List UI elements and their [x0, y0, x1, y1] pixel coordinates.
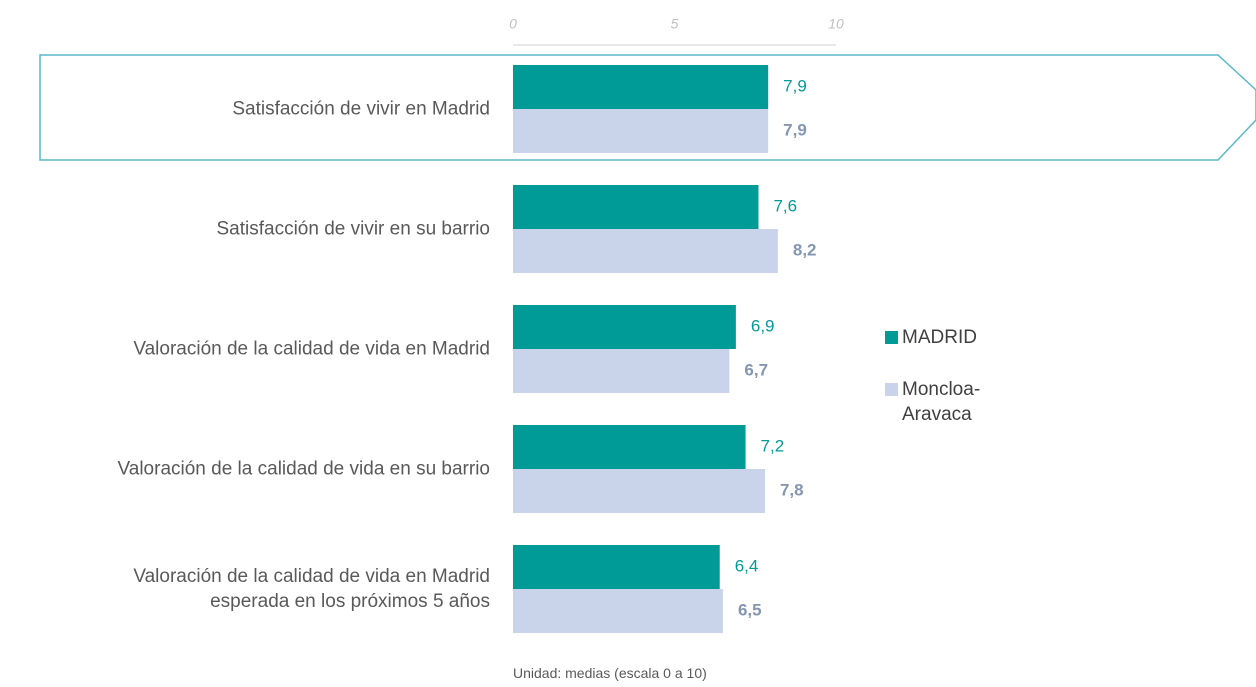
- x-tick-label: 5: [671, 16, 679, 32]
- highlight-frame: [39, 54, 1256, 161]
- bar: [513, 545, 720, 589]
- bar: [513, 229, 778, 273]
- legend-swatch: [885, 383, 898, 396]
- value-label: 6,9: [751, 316, 775, 335]
- category-label: Satisfacción de vivir en Madrid: [232, 98, 490, 120]
- legend-swatch: [885, 331, 898, 344]
- x-tick-label: 10: [828, 16, 844, 32]
- x-tick-label: 0: [509, 16, 517, 32]
- footnote: Unidad: medias (escala 0 a 10): [513, 665, 707, 681]
- legend-label: MADRID: [902, 327, 977, 348]
- category-label: Satisfacción de vivir en su barrio: [216, 218, 490, 240]
- value-label: 6,5: [738, 600, 762, 619]
- value-label: 6,4: [735, 556, 759, 575]
- value-label: 7,9: [783, 76, 807, 95]
- category-label: Valoración de la calidad de vida en Madr…: [133, 338, 490, 360]
- bar: [513, 65, 769, 109]
- bar: [513, 349, 730, 393]
- value-label: 7,2: [761, 436, 785, 455]
- bar: [513, 109, 769, 153]
- value-label: 8,2: [793, 240, 817, 259]
- value-label: 7,9: [783, 120, 807, 139]
- category-label: Valoración de la calidad de vida en Madr…: [133, 566, 490, 612]
- bar: [513, 589, 723, 633]
- bar: [513, 185, 759, 229]
- value-label: 7,6: [773, 196, 797, 215]
- bar: [513, 425, 746, 469]
- category-label: Valoración de la calidad de vida en su b…: [117, 458, 491, 480]
- value-label: 6,7: [744, 360, 768, 379]
- value-label: 7,8: [780, 480, 804, 499]
- bar: [513, 469, 765, 513]
- bar: [513, 305, 736, 349]
- legend-label: Moncloa-Aravaca: [902, 379, 981, 425]
